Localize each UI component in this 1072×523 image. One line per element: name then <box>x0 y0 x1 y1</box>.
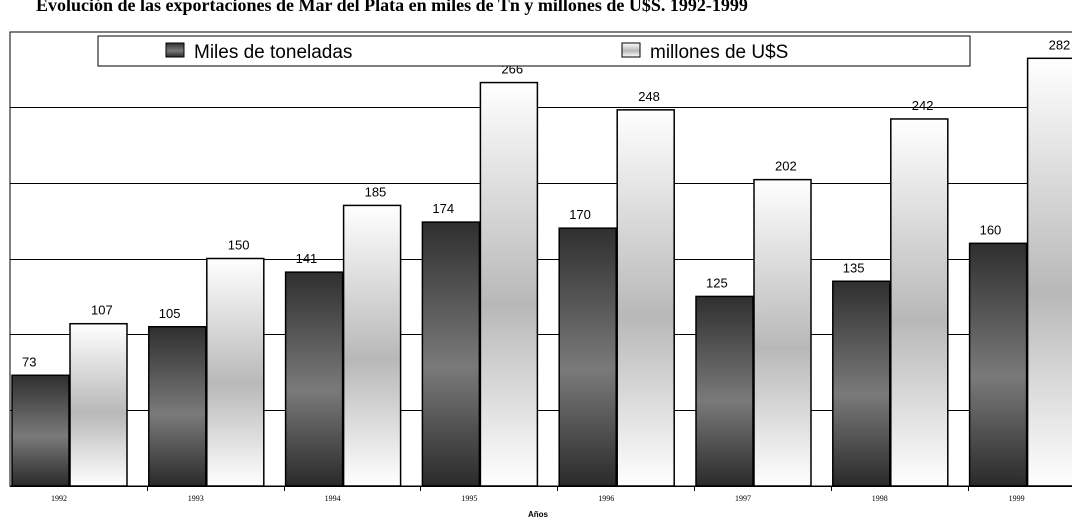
legend: Miles de toneladas millones de U$S <box>97 35 971 67</box>
chart-title: Evolución de las exportaciones de Mar de… <box>36 0 748 15</box>
x-tick-label-1999: 1999 <box>1009 494 1025 503</box>
bar-usd-1997 <box>753 178 812 487</box>
bar-usd-1995 <box>479 81 539 487</box>
bars <box>11 57 1072 487</box>
bar-usd-1992 <box>69 322 128 487</box>
bar-tonnes-1997 <box>695 295 754 487</box>
value-label-usd-1998: 242 <box>912 98 934 113</box>
legend-box <box>97 35 971 67</box>
value-label-tonnes-1998: 135 <box>843 260 865 275</box>
legend-swatch-tonnes <box>165 42 185 58</box>
x-ticks: 1992 1993 1994 1995 1996 1997 1998 1999 <box>10 486 1072 503</box>
x-tick-label-1995: 1995 <box>461 494 477 503</box>
legend-swatch-usd <box>621 42 641 58</box>
x-tick-label-1996: 1996 <box>598 494 614 503</box>
bar-tonnes-1992 <box>11 374 70 487</box>
value-label-usd-1997: 202 <box>775 159 797 174</box>
value-label-tonnes-1996: 170 <box>569 207 591 222</box>
bar-tonnes-1995 <box>421 221 481 487</box>
value-label-usd-1993: 150 <box>228 238 250 253</box>
bar-tonnes-1998 <box>832 280 891 487</box>
bar-usd-1998 <box>890 118 949 487</box>
value-label-tonnes-1994: 141 <box>296 251 318 266</box>
value-label-tonnes-1992: 73 <box>22 354 36 369</box>
value-label-usd-1992: 107 <box>91 303 113 318</box>
bar-usd-1994 <box>342 204 402 487</box>
x-axis-title: Años <box>528 510 549 519</box>
value-label-usd-1999: 282 <box>1049 37 1071 52</box>
x-tick-label-1998: 1998 <box>872 494 888 503</box>
bar-tonnes-1994 <box>284 271 344 487</box>
bar-tonnes-1993 <box>148 326 207 487</box>
bar-usd-1996 <box>616 109 675 487</box>
value-label-tonnes-1995: 174 <box>432 201 454 216</box>
x-tick-label-1994: 1994 <box>325 494 341 503</box>
bar-usd-1993 <box>206 257 265 487</box>
value-label-usd-1996: 248 <box>638 89 660 104</box>
x-tick-label-1997: 1997 <box>735 494 751 503</box>
bar-tonnes-1996 <box>558 227 617 487</box>
value-label-usd-1994: 185 <box>365 184 387 199</box>
bar-usd-1999 <box>1026 57 1072 487</box>
x-tick-label-1992: 1992 <box>51 494 67 503</box>
value-label-tonnes-1997: 125 <box>706 275 728 290</box>
legend-label-usd: millones de U$S <box>650 42 788 63</box>
value-label-tonnes-1999: 160 <box>980 222 1002 237</box>
bar-tonnes-1999 <box>968 242 1028 487</box>
legend-label-tonnes: Miles de toneladas <box>194 42 352 63</box>
value-label-tonnes-1993: 105 <box>159 306 181 321</box>
x-tick-label-1993: 1993 <box>188 494 204 503</box>
